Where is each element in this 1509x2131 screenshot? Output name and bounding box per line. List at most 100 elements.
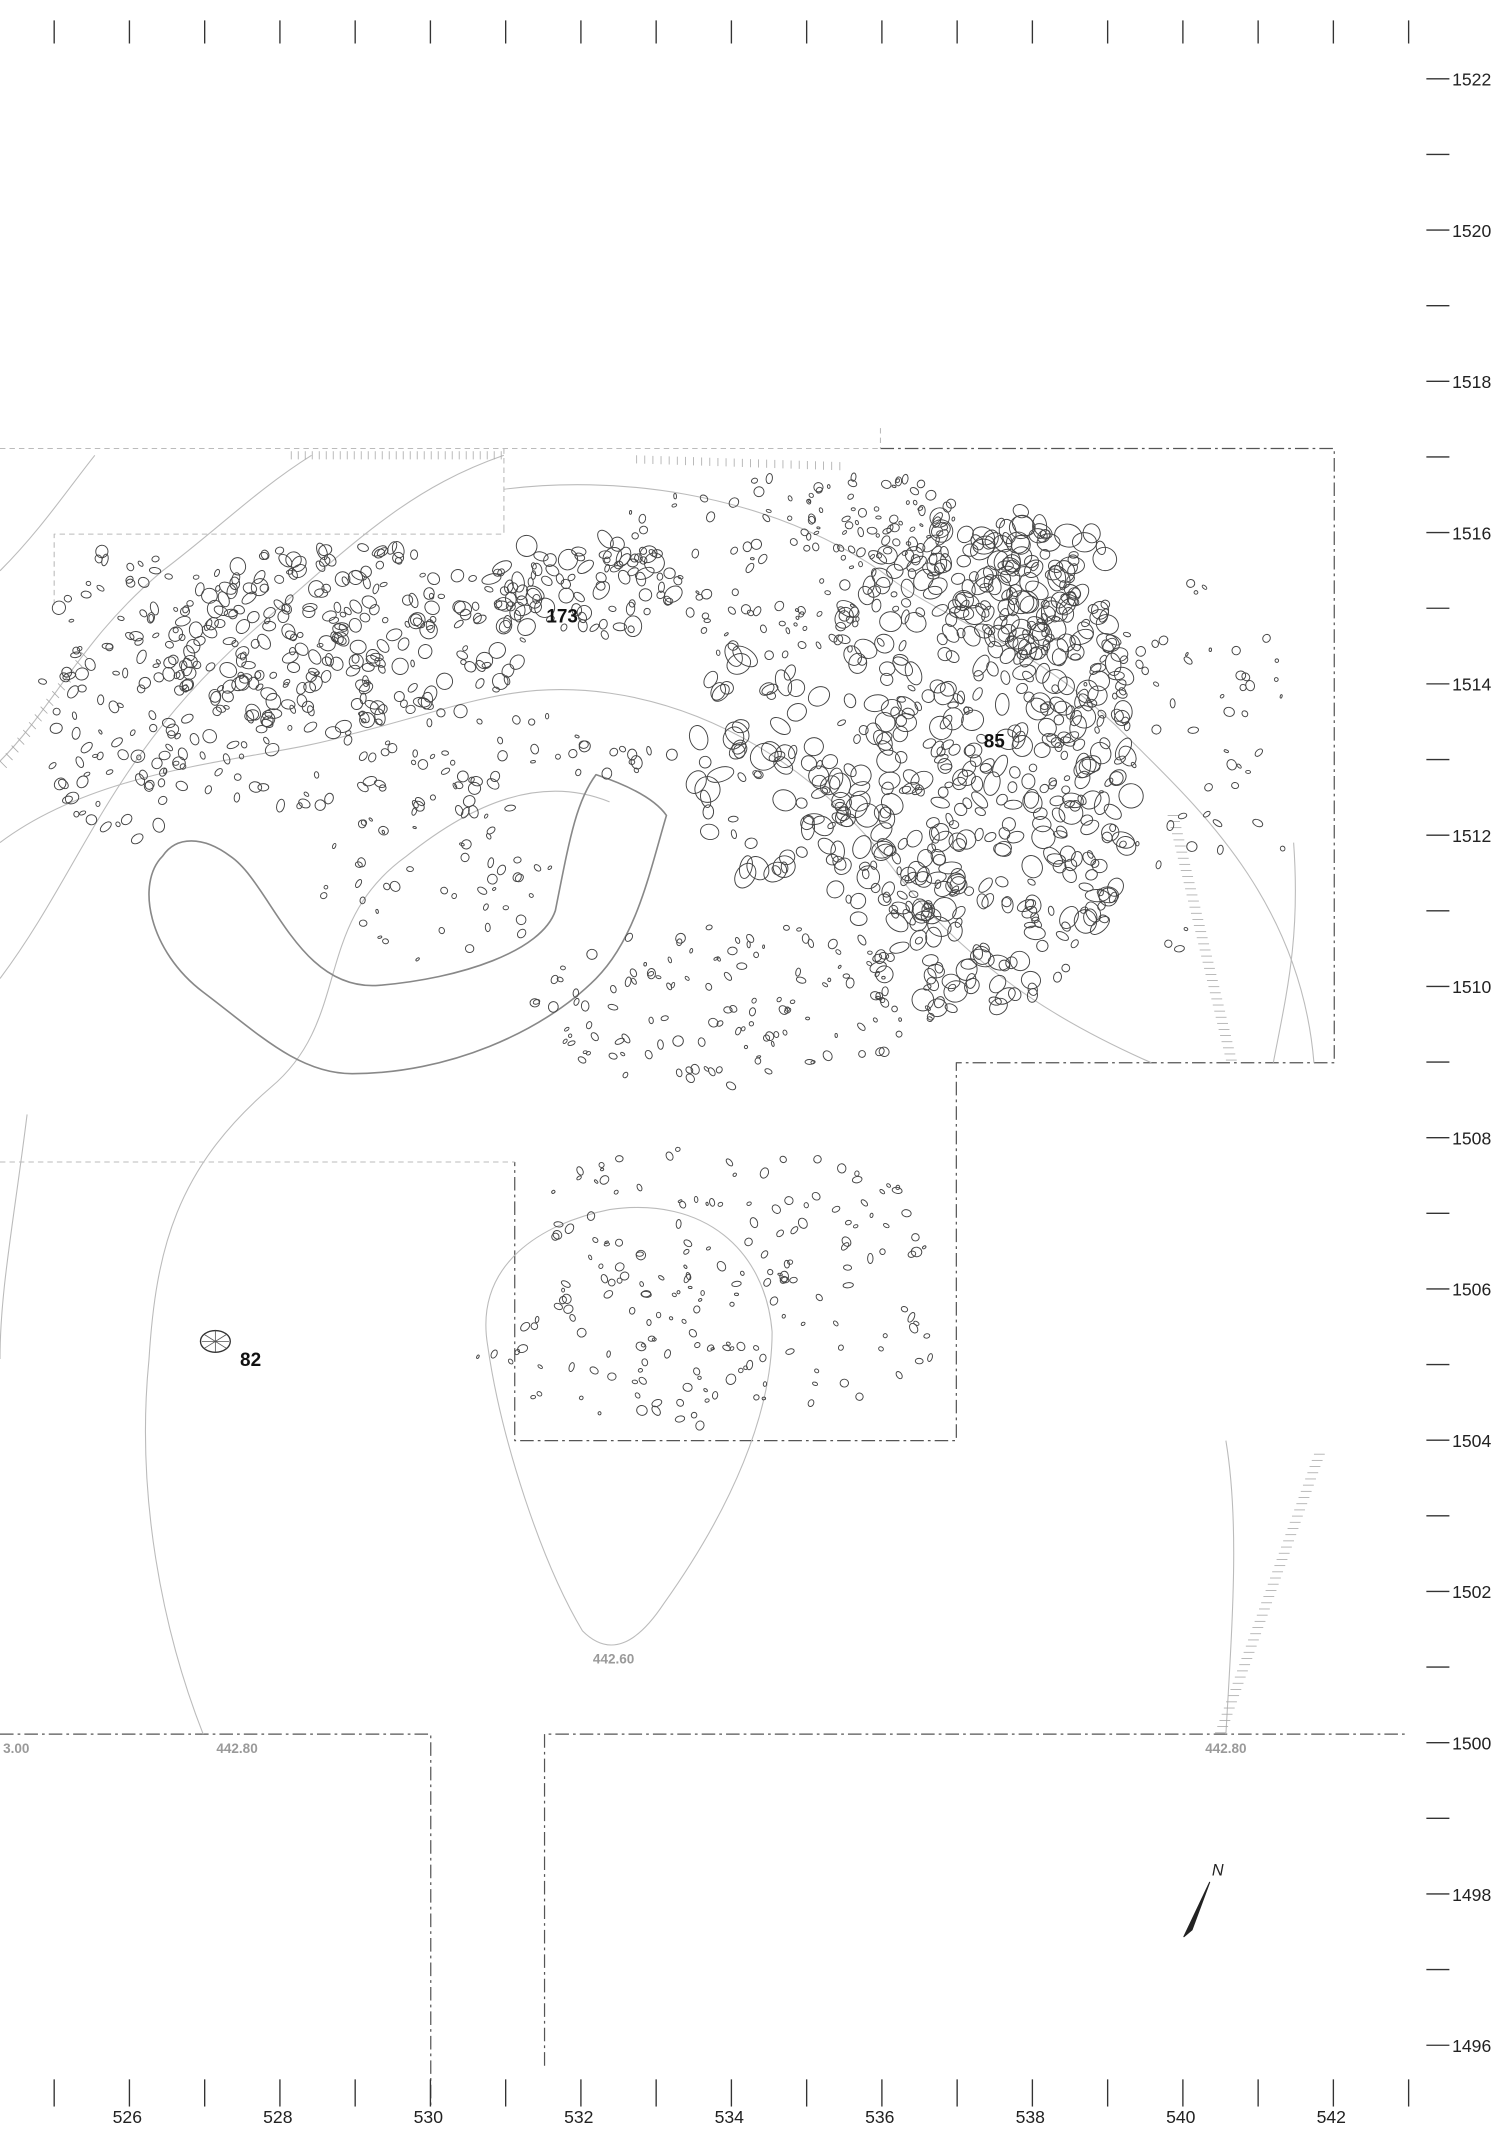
stone [874,1046,886,1057]
stone [117,702,125,708]
stone [769,1295,780,1306]
stone [262,736,270,745]
stone [644,1049,654,1060]
stone [957,691,965,704]
stone [1022,690,1036,704]
stone [819,578,824,584]
stone [827,633,838,644]
stone [226,740,240,750]
stone [900,597,912,608]
stone [709,1198,716,1207]
stone [576,1327,587,1338]
stone [847,890,868,911]
stone [604,1241,608,1245]
stone [603,1289,614,1300]
stone [763,1382,767,1387]
stone [858,561,862,567]
stone [762,1277,772,1287]
stone [963,885,975,897]
stone [1018,852,1046,881]
stone [79,740,94,754]
stone [167,654,180,666]
stone [882,1333,888,1339]
stone [879,1189,885,1195]
stone [874,507,879,512]
stone [138,608,148,618]
stone [856,934,867,947]
stone [442,751,449,756]
stone [725,1080,737,1091]
stone [743,541,752,552]
stone [923,1333,930,1339]
stone [644,962,647,966]
stone [193,575,199,580]
y-label: 1500 [1452,1733,1491,1753]
stone [751,997,757,1004]
stone [672,1292,677,1297]
stone [784,700,809,724]
stone [1103,777,1114,788]
stone [1000,815,1018,833]
stone [385,627,404,643]
stone [661,1015,669,1021]
stone [858,508,866,517]
stone [1062,964,1070,972]
stone [148,710,158,721]
y-label: 1496 [1452,2036,1491,2056]
stone [845,521,853,529]
stone [359,920,367,927]
stone [413,750,418,757]
stone [1120,716,1130,726]
stone [1033,919,1043,929]
stone [728,1004,738,1014]
stone [598,1263,604,1269]
stone [410,660,414,667]
stone [986,972,1009,996]
stone [729,546,739,556]
stone [724,632,729,636]
stone [152,632,160,639]
stone [785,1348,795,1356]
stone [319,669,332,684]
stone [392,689,406,703]
stone [1209,648,1212,652]
stone [1123,632,1131,638]
stone [730,1302,735,1307]
stone [675,1398,685,1408]
stone [704,1398,709,1403]
stone [439,886,448,895]
stone [729,642,761,671]
stone [407,682,419,694]
stone [995,693,1009,715]
stone [925,816,941,830]
stone [258,784,269,791]
stone [827,821,837,830]
stone [675,1147,681,1152]
stone [496,749,508,762]
stone [683,1248,690,1255]
stone [158,751,170,761]
stone [839,579,851,591]
stone [669,1316,674,1320]
stone [950,572,965,586]
stone [822,982,828,988]
stone [187,601,194,607]
stone [936,646,953,663]
stone [173,761,179,766]
stone [544,563,561,579]
stone [60,665,74,679]
stone [853,1224,858,1228]
stone [1078,817,1101,837]
x-label: 532 [564,2107,593,2127]
stone [589,623,600,633]
stone [473,649,496,672]
stone [314,771,319,778]
stone [767,714,793,738]
stone [83,657,97,672]
hachure [12,746,19,753]
stone [997,518,1018,545]
stone [632,532,639,539]
stones [38,473,1286,1432]
stone [946,830,970,854]
stone [716,650,720,656]
